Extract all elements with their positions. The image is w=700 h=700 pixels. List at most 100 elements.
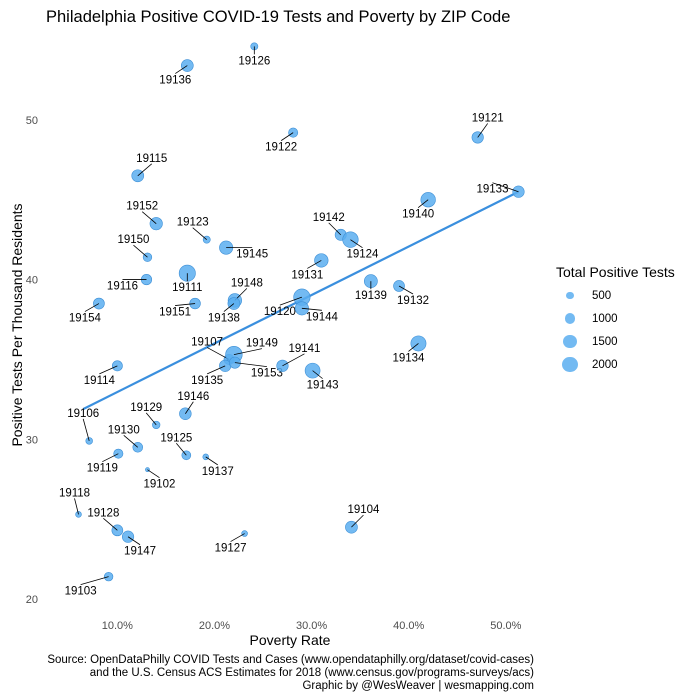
label-leader bbox=[312, 370, 323, 379]
zip-label: 19121 bbox=[472, 112, 504, 124]
zip-label: 19148 bbox=[231, 277, 263, 289]
zip-label: 19144 bbox=[306, 311, 339, 323]
legend-title: Total Positive Tests bbox=[556, 264, 675, 280]
zip-label: 19123 bbox=[177, 217, 209, 229]
zip-label: 19149 bbox=[246, 338, 278, 350]
zip-label: 19134 bbox=[392, 352, 425, 364]
zip-label: 19118 bbox=[59, 487, 90, 499]
label-leader bbox=[230, 533, 245, 542]
legend-item: 1500 bbox=[556, 330, 675, 353]
data-point bbox=[121, 530, 135, 543]
zip-label: 19126 bbox=[238, 55, 270, 67]
zip-label: 19128 bbox=[87, 507, 119, 519]
source-line: Source: OpenDataPhilly COVID Tests and C… bbox=[47, 654, 534, 666]
label-leader bbox=[137, 163, 153, 177]
zip-label: 19150 bbox=[117, 234, 149, 246]
label-leader bbox=[192, 227, 207, 240]
label-leader bbox=[80, 576, 109, 586]
zip-label: 19154 bbox=[69, 313, 102, 325]
legend-label: 1500 bbox=[592, 335, 618, 348]
zip-label: 19140 bbox=[402, 209, 434, 221]
zip-label: 19137 bbox=[202, 466, 234, 478]
zip-label: 19102 bbox=[143, 479, 175, 491]
zip-label: 19147 bbox=[124, 546, 156, 558]
y-tick-label: 30 bbox=[26, 434, 38, 446]
legend-item: 1000 bbox=[556, 307, 675, 330]
zip-label: 19107 bbox=[191, 336, 223, 348]
label-leader bbox=[301, 307, 322, 311]
zip-label: 19133 bbox=[476, 184, 508, 196]
label-leader bbox=[103, 518, 118, 531]
zip-label: 19122 bbox=[265, 142, 297, 154]
zip-label: 19142 bbox=[313, 212, 345, 224]
label-leader bbox=[82, 418, 90, 442]
label-leader bbox=[408, 343, 419, 352]
source-line: Graphic by @WesWeaver | wesmapping.com bbox=[302, 680, 534, 692]
label-leader bbox=[145, 412, 157, 426]
label-leader bbox=[176, 443, 187, 456]
zip-label: 19139 bbox=[355, 290, 387, 302]
y-tick-label: 20 bbox=[26, 594, 38, 606]
label-leader bbox=[175, 65, 188, 74]
label-leader bbox=[279, 296, 303, 306]
zip-label: 19125 bbox=[160, 432, 192, 444]
zip-label: 19131 bbox=[291, 269, 323, 281]
x-tick-label: 30.0% bbox=[296, 620, 327, 632]
data-point bbox=[179, 407, 192, 420]
zip-label: 19106 bbox=[67, 408, 99, 420]
label-leader bbox=[175, 303, 196, 306]
x-tick-label: 40.0% bbox=[393, 620, 424, 632]
legend-symbol bbox=[556, 307, 584, 330]
label-leader bbox=[102, 453, 119, 463]
label-leader bbox=[99, 365, 118, 375]
label-leader bbox=[141, 211, 157, 224]
zip-label: 19138 bbox=[208, 313, 240, 325]
label-leader bbox=[84, 303, 100, 312]
legend-label: 2000 bbox=[592, 358, 618, 371]
zip-label: 19114 bbox=[84, 375, 116, 387]
label-leader bbox=[133, 244, 148, 258]
zip-label: 19132 bbox=[397, 295, 429, 307]
legend-symbol bbox=[556, 330, 584, 353]
label-leader bbox=[282, 353, 305, 367]
legend-label: 1000 bbox=[592, 312, 618, 325]
label-leader bbox=[492, 182, 519, 193]
label-leader bbox=[147, 469, 160, 478]
label-leader bbox=[351, 514, 364, 528]
zip-label: 19104 bbox=[347, 504, 380, 516]
zip-label: 19127 bbox=[215, 543, 247, 555]
label-leader bbox=[417, 199, 429, 209]
zip-label: 19135 bbox=[191, 375, 223, 387]
legend-symbol bbox=[556, 353, 584, 376]
legend-symbol bbox=[556, 284, 584, 307]
label-leader bbox=[127, 536, 141, 546]
zip-label: 19124 bbox=[346, 249, 379, 261]
legend-item: 2000 bbox=[556, 353, 675, 376]
label-leader bbox=[234, 362, 267, 368]
legend-item: 500 bbox=[556, 284, 675, 307]
label-leader bbox=[223, 303, 235, 312]
data-point bbox=[181, 450, 192, 461]
label-leader bbox=[233, 348, 262, 356]
zip-label: 19116 bbox=[107, 281, 138, 293]
label-leader bbox=[185, 401, 194, 414]
zip-label: 19111 bbox=[172, 282, 202, 294]
zip-label: 19129 bbox=[130, 402, 162, 414]
zip-label: 19120 bbox=[264, 306, 296, 318]
x-tick-label: 10.0% bbox=[102, 620, 133, 632]
data-point bbox=[113, 448, 124, 459]
zip-label: 19152 bbox=[126, 201, 158, 213]
zip-label: 19146 bbox=[177, 391, 209, 403]
zip-label: 19103 bbox=[65, 586, 97, 598]
data-point bbox=[314, 253, 329, 268]
x-axis-label: Poverty Rate bbox=[249, 632, 331, 648]
source-line: and the U.S. Census ACS Estimates for 20… bbox=[89, 667, 534, 679]
label-leader bbox=[207, 365, 226, 375]
label-leader bbox=[74, 498, 79, 515]
chart-title: Philadelphia Positive COVID-19 Tests and… bbox=[46, 8, 511, 26]
x-tick-label: 20.0% bbox=[199, 620, 230, 632]
zip-label: 19119 bbox=[87, 463, 118, 475]
data-point bbox=[512, 185, 525, 198]
label-leader bbox=[477, 123, 489, 138]
zip-label: 19115 bbox=[136, 153, 167, 165]
